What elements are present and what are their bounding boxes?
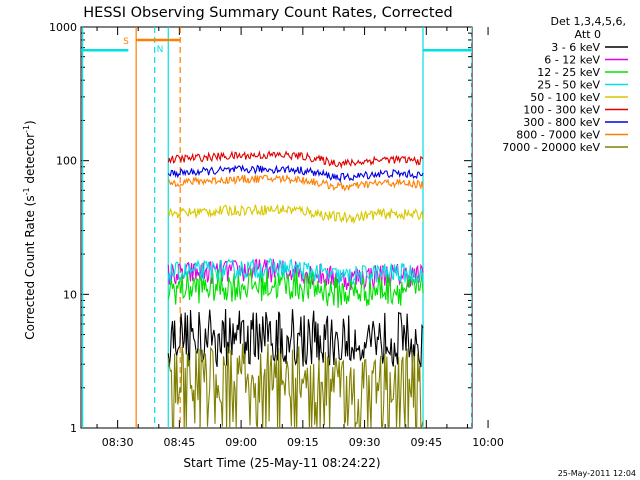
legend-entry-label: 6 - 12 keV <box>544 54 600 67</box>
x-axis-label: Start Time (25-May-11 08:24:22) <box>183 456 380 470</box>
x-tick-label: 10:00 <box>472 436 504 449</box>
night-flag-label: N <box>157 45 164 55</box>
series-line <box>167 258 424 291</box>
y-tick-label: 1 <box>70 422 77 435</box>
x-tick-label: 09:00 <box>225 436 257 449</box>
x-tick-label: 08:30 <box>102 436 134 449</box>
series-line <box>167 203 424 225</box>
y-tick-label: 100 <box>56 155 77 168</box>
timestamp: 25-May-2011 12:04 <box>558 469 636 478</box>
data-layer: NS <box>81 27 472 428</box>
x-tick-label: 09:30 <box>349 436 381 449</box>
svg-text:Corrected Count Rate (s-1 dete: Corrected Count Rate (s-1 detector-1) <box>22 120 37 339</box>
series-line <box>167 174 424 192</box>
legend-entry-label: 300 - 800 keV <box>523 116 600 129</box>
series-line <box>167 343 424 428</box>
plot-area: 1 10 100 1000 08:30 08:45 09:00 09:15 09:30 09:45… <box>49 21 504 449</box>
series-line <box>167 257 424 285</box>
x-tick-label: 09:15 <box>287 436 319 449</box>
legend-entry-label: 7000 - 20000 keV <box>502 141 600 154</box>
y-axis-label: Corrected Count Rate (s-1 detector-1) <box>22 120 37 339</box>
series-line <box>167 164 424 184</box>
legend-entry-label: 50 - 100 keV <box>530 91 600 104</box>
chart-title: HESSI Observing Summary Count Rates, Cor… <box>83 5 452 21</box>
legend-header-1: Det 1,3,4,5,6, <box>550 15 626 28</box>
legend-entry-label: 25 - 50 keV <box>537 79 600 92</box>
saa-flag-label: S <box>123 37 129 47</box>
legend-entry-label: 100 - 300 keV <box>523 104 600 117</box>
y-tick-label: 10 <box>63 288 77 301</box>
x-tick-label: 09:45 <box>410 436 442 449</box>
legend-entry-label: 12 - 25 keV <box>537 66 600 79</box>
series-line <box>167 150 424 170</box>
series-line <box>167 268 424 309</box>
legend-header-2: Att 0 <box>575 28 601 41</box>
legend-entry-label: 800 - 7000 keV <box>516 129 600 142</box>
x-tick-label: 08:45 <box>164 436 196 449</box>
y-tick-label: 1000 <box>49 21 77 34</box>
series-line <box>167 308 424 368</box>
legend-entry-label: 3 - 6 keV <box>551 41 600 54</box>
